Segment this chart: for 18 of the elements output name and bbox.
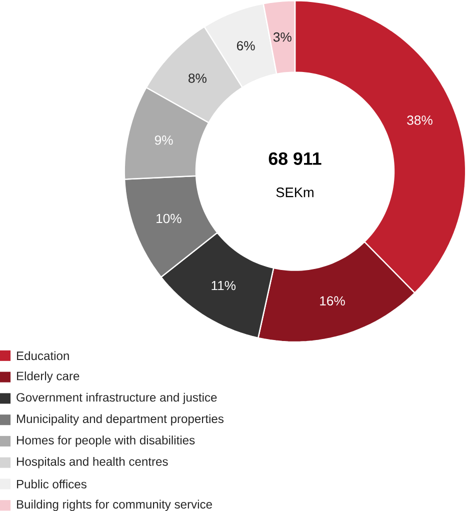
data-label: 16%	[320, 296, 345, 306]
data-label: 8%	[188, 74, 206, 83]
legend-label: Public offices	[16, 480, 86, 488]
data-label: 10%	[156, 214, 182, 224]
data-label: 3%	[273, 32, 292, 42]
data-label: 11%	[212, 280, 236, 290]
data-label: 6%	[236, 41, 255, 50]
legend-label: Municipality and department properties	[16, 414, 224, 426]
data-label: 38%	[407, 116, 432, 125]
legend-label: Elderly care	[16, 371, 80, 383]
legend-label: Homes for people with disabilities	[16, 436, 195, 447]
data-label: 9%	[154, 135, 173, 145]
legend-label: Hospitals and health centres	[16, 456, 168, 468]
text: 68 911	[268, 152, 322, 165]
legend-label: Government infrastructure and justice	[16, 392, 217, 404]
text: SEKm	[276, 188, 314, 198]
legend-label: Building rights for community service	[16, 500, 212, 511]
legend-label: Education	[16, 351, 69, 360]
